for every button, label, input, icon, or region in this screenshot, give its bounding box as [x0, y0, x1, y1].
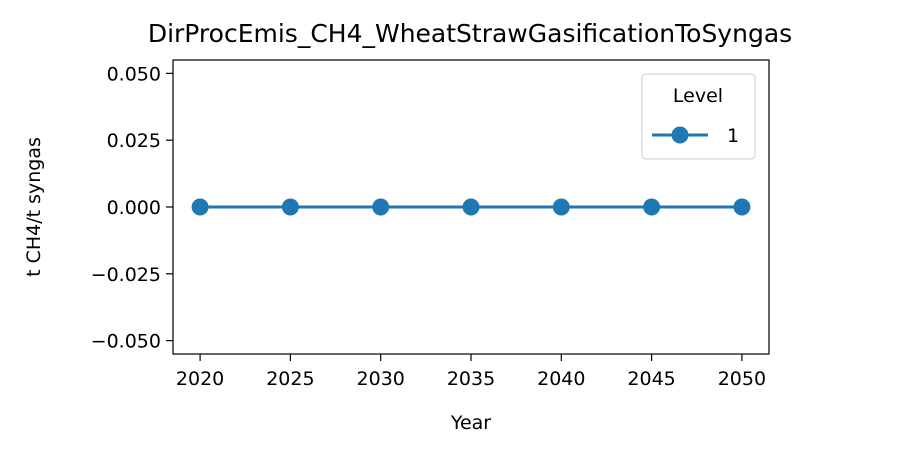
data-point: [733, 198, 751, 216]
plot-area: [191, 198, 751, 216]
legend: Level 1: [641, 73, 756, 160]
y-tick-label: 0.000: [107, 197, 161, 219]
legend-label-series-1: 1: [727, 125, 739, 147]
x-tick-label: 2045: [627, 368, 675, 390]
x-axis-label: Year: [450, 412, 491, 434]
x-tick-label: 2035: [447, 368, 495, 390]
y-axis: 0.050 0.025 0.000 −0.025 −0.050: [91, 63, 173, 353]
data-point: [552, 198, 570, 216]
legend-frame: [641, 73, 756, 160]
x-tick-label: 2050: [718, 368, 766, 390]
x-tick-label: 2020: [176, 368, 224, 390]
axes-frame: [172, 59, 770, 355]
x-tick-label: 2030: [357, 368, 405, 390]
x-tick-label: 2025: [266, 368, 314, 390]
data-point: [462, 198, 480, 216]
legend-title: Level: [673, 85, 723, 107]
y-tick-label: −0.050: [91, 331, 161, 353]
data-point: [372, 198, 390, 216]
data-point: [191, 198, 209, 216]
legend-marker-swatch: [671, 126, 689, 144]
data-point: [643, 198, 661, 216]
y-tick-label: −0.025: [91, 264, 161, 286]
y-tick-label: 0.025: [107, 130, 161, 152]
chart-title: DirProcEmis_CH4_WheatStrawGasificationTo…: [148, 19, 792, 48]
y-axis-label: t CH4/t syngas: [23, 137, 45, 277]
x-axis: 2020 2025 2030 2035 2040 2045 2050: [176, 354, 766, 390]
y-tick-label: 0.050: [107, 63, 161, 85]
x-tick-label: 2040: [537, 368, 585, 390]
data-point: [281, 198, 299, 216]
